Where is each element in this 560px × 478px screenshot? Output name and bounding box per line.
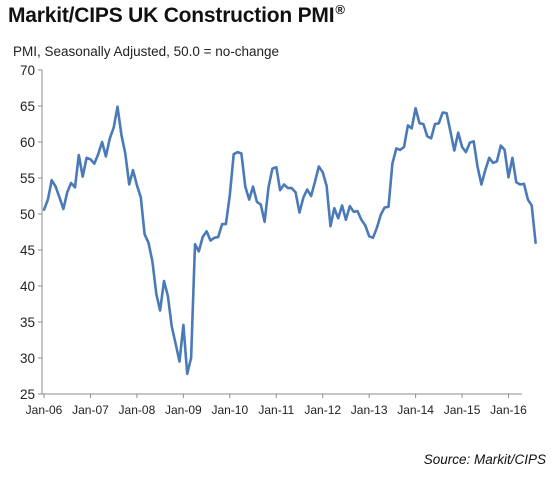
y-tick-label: 25 (20, 387, 35, 402)
y-tick-label: 55 (20, 171, 35, 186)
x-tick-label: Jan-14 (397, 403, 434, 417)
y-tick-label: 65 (20, 99, 35, 114)
x-tick-label: Jan-13 (351, 403, 388, 417)
chart-source: Source: Markit/CIPS (423, 452, 546, 467)
x-tick-label: Jan-11 (258, 403, 294, 417)
x-tick-label: Jan-07 (72, 403, 109, 417)
y-tick-label: 35 (20, 315, 35, 330)
x-tick-label: Jan-06 (26, 403, 63, 417)
chart-title: Markit/CIPS UK Construction PMI® (8, 2, 345, 27)
x-tick-label: Jan-10 (211, 403, 248, 417)
pmi-series-line (42, 105, 537, 376)
y-tick-label: 70 (20, 63, 35, 78)
y-tick-label: 30 (20, 351, 35, 366)
y-tick-label: 45 (20, 243, 35, 258)
y-tick-label: 40 (20, 279, 35, 294)
registered-mark: ® (335, 2, 345, 17)
x-tick-label: Jan-15 (444, 403, 481, 417)
chart-subtitle: PMI, Seasonally Adjusted, 50.0 = no-chan… (13, 44, 280, 59)
y-tick-label: 60 (20, 135, 35, 150)
x-tick-label: Jan-09 (165, 403, 202, 417)
x-tick-label: Jan-16 (490, 403, 527, 417)
x-tick-label: Jan-12 (304, 403, 341, 417)
y-tick-label: 50 (20, 207, 35, 222)
x-tick-label: Jan-08 (119, 403, 156, 417)
